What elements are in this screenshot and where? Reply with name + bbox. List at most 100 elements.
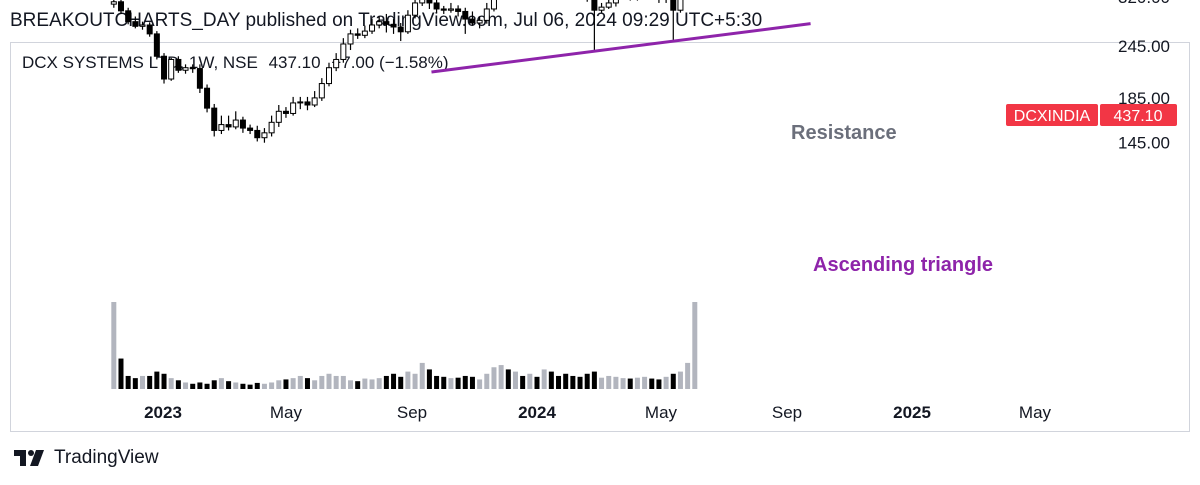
candle [110,0,117,8]
volume-bar [627,378,633,389]
candle-body [598,6,605,11]
volume-bar [556,375,562,389]
candle-body [297,101,304,104]
candle [629,0,631,1]
candle [254,125,261,142]
time-axis[interactable]: 2023 May Sep 2024 May Sep 2025 May [144,403,1051,422]
volume-bar [577,376,583,389]
candle [591,0,598,52]
candle-body [325,67,332,85]
volume-bar [154,371,160,389]
candle-body [247,127,254,131]
candle-body [462,10,469,20]
volume-bar [254,382,260,389]
candle [182,64,189,74]
candle-body [354,33,361,36]
ascending-trendline[interactable] [431,22,811,74]
candle-body [369,24,376,32]
volume-bar [147,375,153,389]
candle [225,115,232,131]
volume-bar [197,382,203,389]
volume-bar [376,378,382,389]
candle [447,2,454,13]
candle [175,56,182,73]
candle [419,0,426,6]
candle [325,62,332,87]
volume-bar [477,379,483,389]
candle [146,22,153,37]
volume-bar [405,371,411,389]
candle [376,16,383,29]
candle [426,0,433,9]
candle-body [189,67,196,70]
last-price-tag: DCXINDIA 437.10 [1006,104,1177,126]
candle-body [347,33,354,45]
candle [168,57,175,81]
candle [455,5,462,17]
volume-bar [512,371,518,389]
candle-body [412,2,419,16]
candle-body [225,124,232,128]
time-tick-label: 2025 [893,403,931,422]
candle-body [318,83,325,99]
candle [304,96,311,111]
price-tick-label: 145.00 [1118,134,1170,153]
volume-bar [304,378,310,389]
candle [612,0,619,7]
volume-bar [620,378,626,389]
volume-bar [548,371,554,389]
candle [462,7,469,34]
trendlines[interactable] [431,0,811,74]
price-tag-ticker-bg [1006,104,1098,126]
volume-bar [391,373,397,389]
candle [340,38,347,63]
tradingview-logo-icon[interactable] [14,448,48,468]
footer: TradingView [14,447,159,469]
volume-bar [168,378,174,389]
volume-bar [642,376,648,389]
candlesticks [110,0,684,143]
tradingview-brand[interactable]: TradingView [54,447,159,468]
candle [658,0,660,3]
candle-body [426,0,433,4]
volume-bar [448,378,454,389]
volume-bar [520,375,526,389]
volume-bar [685,362,691,389]
volume-bar [283,379,289,389]
price-tag-ticker: DCXINDIA [1014,108,1091,125]
volume-bar [183,382,189,389]
candle-body [125,10,132,23]
volume-bar [161,373,167,389]
volume-bar [175,380,181,389]
candle [275,104,282,127]
candle [636,0,639,1]
chart-legend: DCX SYSTEMS LTD, 1W, NSE 437.10 −7.00 (−… [22,53,455,73]
price-tick-label: 245.00 [1118,37,1170,56]
volume-bar [498,365,504,389]
volume-bar [505,369,511,389]
candle-body [282,110,289,114]
volume-bar [269,382,275,389]
volume-bar [140,375,146,389]
candle [490,0,497,12]
candle [354,28,361,39]
price-tick-label: 320.00 [1118,0,1170,7]
candle-body [469,18,476,24]
volume-bar [312,380,318,389]
chart-frame [10,42,1190,432]
volume-bar [276,380,282,389]
volume-bar [541,369,547,389]
candle-body [146,24,153,35]
time-tick-label: Sep [397,403,427,422]
candle [665,0,667,3]
candle-body [483,8,490,21]
candle-body [670,0,677,11]
volume-bar [362,378,368,389]
candle [586,0,588,2]
candle-body [340,43,347,60]
candle [211,103,218,137]
time-tick-label: 2023 [144,403,182,422]
volume-bar [599,377,605,389]
